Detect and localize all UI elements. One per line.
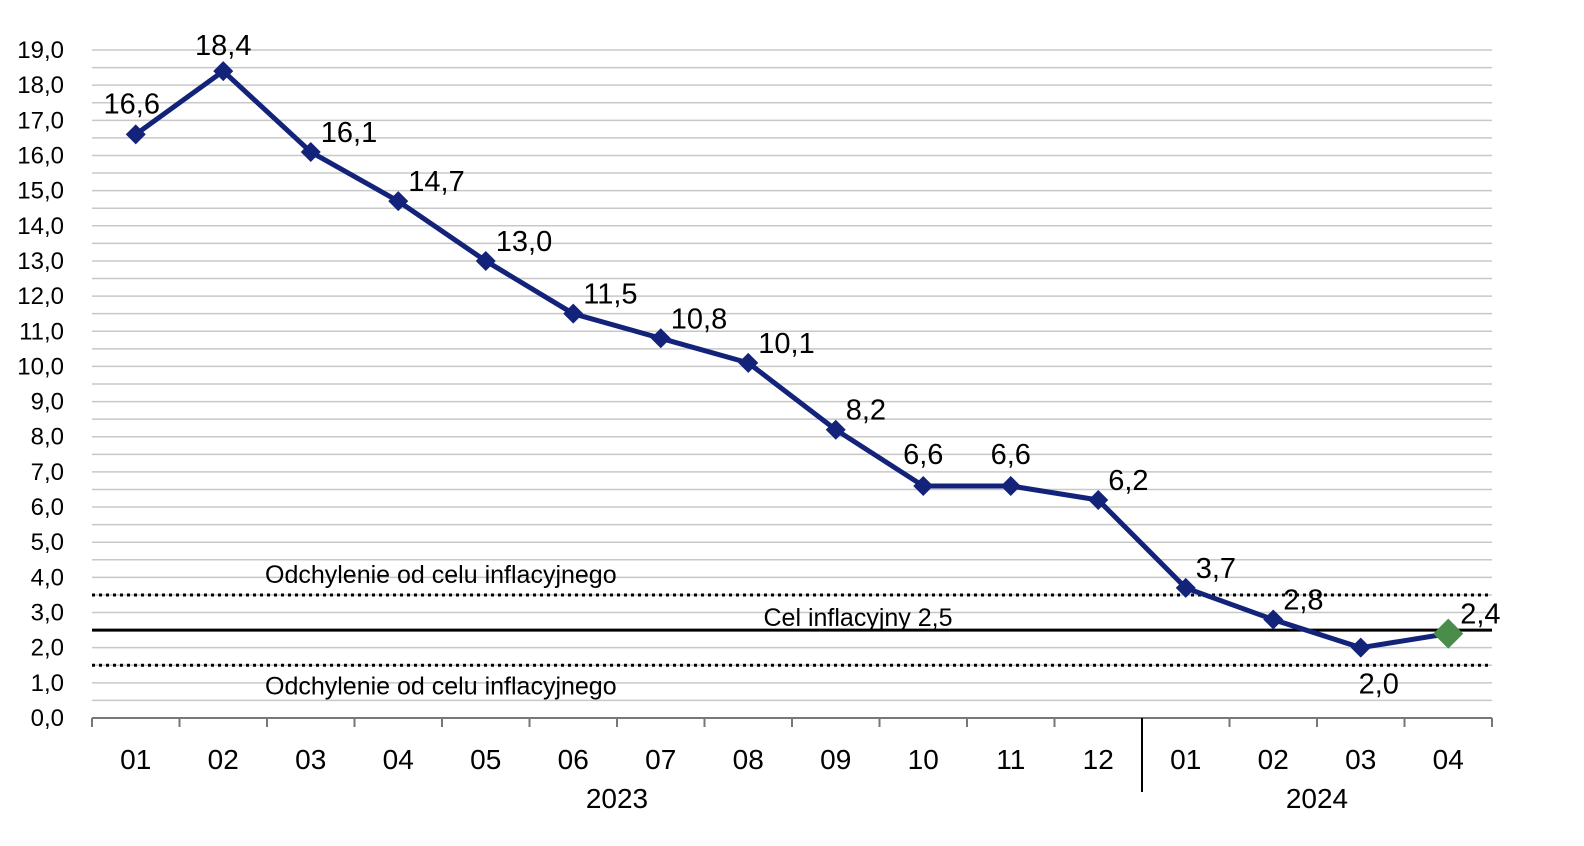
data-point [563, 303, 584, 324]
x-tick-label: 09 [820, 744, 851, 775]
x-tick-label: 02 [208, 744, 239, 775]
y-tick-label: 18,0 [17, 72, 64, 99]
y-tick-label: 3,0 [31, 600, 64, 627]
y-tick-label: 8,0 [31, 424, 64, 451]
data-label: 6,6 [903, 439, 943, 471]
data-label: 13,0 [496, 226, 552, 258]
data-point [125, 124, 146, 145]
x-tick-label: 01 [120, 744, 151, 775]
y-tick-label: 5,0 [31, 529, 64, 556]
data-label: 10,1 [758, 328, 814, 360]
data-label: 18,4 [195, 30, 251, 62]
data-point [213, 61, 234, 82]
y-tick-label: 4,0 [31, 564, 64, 591]
y-tick-label: 19,0 [17, 37, 64, 64]
data-label: 3,7 [1196, 553, 1236, 585]
x-tick-label: 03 [295, 744, 326, 775]
data-label: 16,6 [104, 88, 160, 120]
data-label: 11,5 [583, 279, 637, 311]
y-tick-label: 11,0 [19, 318, 64, 345]
x-tick-label: 04 [1433, 744, 1464, 775]
tolerance-band-label: Odchylenie od celu inflacyjnego [265, 672, 617, 700]
y-tick-label: 2,0 [31, 635, 64, 662]
tolerance-band-label: Odchylenie od celu inflacyjnego [265, 561, 617, 589]
x-tick-label: 02 [1258, 744, 1289, 775]
data-label: 8,2 [846, 395, 886, 427]
x-tick-label: 03 [1345, 744, 1376, 775]
data-label: 6,2 [1108, 465, 1148, 497]
y-tick-label: 17,0 [17, 107, 64, 134]
data-point [1350, 637, 1371, 658]
x-tick-label: 08 [733, 744, 764, 775]
x-tick-label: 01 [1170, 744, 1201, 775]
data-point [1000, 475, 1021, 496]
y-tick-label: 0,0 [31, 705, 64, 732]
y-tick-label: 16,0 [17, 142, 64, 169]
y-tick-label: 13,0 [17, 248, 64, 275]
y-tick-label: 14,0 [17, 213, 64, 240]
data-label: 10,8 [671, 303, 727, 335]
data-label: 14,7 [408, 166, 464, 198]
data-point [825, 419, 846, 440]
data-label: 2,4 [1460, 599, 1500, 631]
x-tick-label: 07 [645, 744, 676, 775]
data-point-latest [1433, 618, 1464, 649]
y-tick-label: 7,0 [31, 459, 64, 486]
data-point [1263, 609, 1284, 630]
y-tick-label: 10,0 [17, 353, 64, 380]
data-point [475, 250, 496, 271]
x-tick-label: 10 [908, 744, 939, 775]
data-point [650, 328, 671, 349]
data-label: 2,8 [1283, 585, 1323, 617]
y-tick-label: 15,0 [17, 178, 64, 205]
data-point [1175, 577, 1196, 598]
data-point [1088, 490, 1109, 511]
y-tick-label: 9,0 [31, 389, 64, 416]
x-tick-label: 12 [1083, 744, 1114, 775]
y-tick-label: 6,0 [31, 494, 64, 521]
data-label: 16,1 [321, 117, 377, 149]
data-point [738, 352, 759, 373]
inflation-target-label: Cel inflacyjny 2,5 [764, 604, 953, 632]
y-tick-label: 1,0 [31, 670, 64, 697]
data-label: 6,6 [991, 439, 1031, 471]
x-tick-label: 05 [470, 744, 501, 775]
y-tick-label: 12,0 [17, 283, 64, 310]
data-point [388, 191, 409, 212]
x-tick-label: 06 [558, 744, 589, 775]
data-point [913, 475, 934, 496]
x-tick-label: 04 [383, 744, 414, 775]
data-label: 2,0 [1359, 669, 1399, 701]
x-tick-label: 11 [996, 744, 1025, 775]
data-point [300, 141, 321, 162]
year-label: 2024 [1286, 783, 1348, 814]
series-line [134, 68, 1449, 651]
year-label: 2023 [586, 783, 648, 814]
